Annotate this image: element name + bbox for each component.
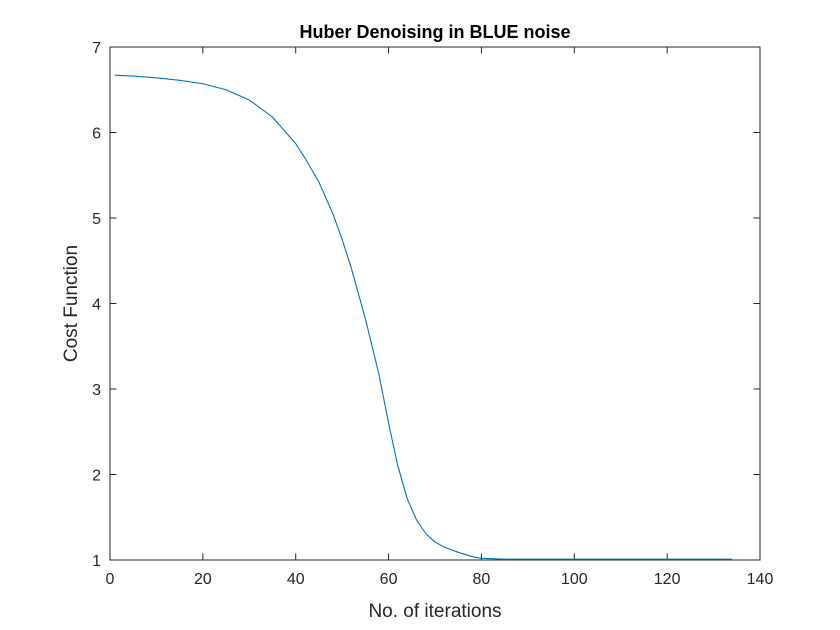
chart-title: Huber Denoising in BLUE noise [299,22,570,42]
y-tick-label: 6 [92,126,101,143]
plot-area [109,46,761,561]
y-tick-label: 1 [92,553,101,570]
y-tick-label: 4 [92,297,101,314]
tick-marks [109,46,761,561]
x-tick-label: 0 [106,571,115,588]
x-axis-label: No. of iterations [368,601,501,622]
x-tick-labels: 0 20 40 60 80 100 120 140 [106,571,774,588]
y-tick-label: 5 [92,211,101,228]
x-tick-label: 20 [194,571,212,588]
series-group [114,74,733,560]
x-tick-label: 100 [561,571,588,588]
x-tick-label: 40 [287,571,305,588]
y-axis-label: Cost Function [61,245,82,362]
y-tick-label: 3 [92,382,101,399]
series-line [114,74,733,560]
x-tick-label: 120 [654,571,681,588]
y-tick-labels: 1 2 3 4 5 6 7 [92,40,101,570]
y-tick-label: 2 [92,468,101,485]
x-tick-label: 140 [747,571,774,588]
y-tick-label: 7 [92,40,101,57]
x-tick-label: 60 [380,571,398,588]
x-tick-label: 80 [473,571,491,588]
